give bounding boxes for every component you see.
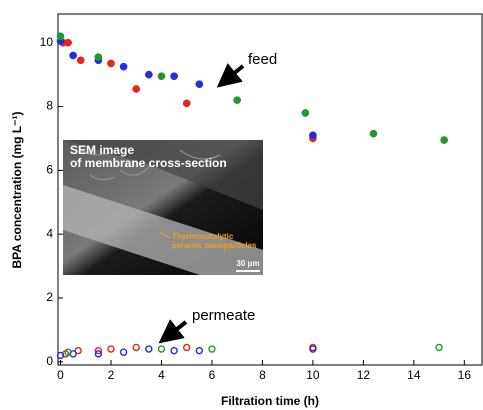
inset-image — [63, 140, 263, 275]
y-tick-label: 0 — [46, 354, 53, 368]
point — [157, 72, 166, 81]
point — [183, 343, 191, 352]
point — [195, 346, 204, 355]
point — [369, 129, 378, 138]
x-tick-label: 2 — [108, 368, 115, 382]
point — [74, 346, 82, 355]
point — [64, 38, 72, 47]
x-tick-label: 8 — [259, 368, 266, 382]
point — [76, 56, 85, 65]
inset-title: SEM image — [70, 143, 134, 157]
inset-label: Thermocatalytic — [172, 232, 234, 241]
y-tick-label: 4 — [46, 226, 53, 240]
point — [145, 345, 153, 353]
point — [132, 85, 141, 93]
inset-label: ceramic nanoparticles — [172, 241, 257, 250]
point — [56, 351, 65, 360]
x-tick-label: 4 — [158, 368, 165, 382]
point — [119, 62, 128, 71]
point — [435, 343, 443, 352]
y-tick-label: 8 — [46, 99, 53, 113]
point — [145, 70, 153, 79]
point — [119, 348, 128, 356]
x-tick-label: 14 — [407, 368, 421, 382]
point — [182, 99, 191, 108]
y-tick-label: 6 — [46, 163, 53, 177]
x-tick-label: 12 — [357, 368, 371, 382]
point — [170, 72, 178, 81]
y-tick-label: 2 — [46, 290, 53, 304]
x-tick-label: 10 — [306, 368, 320, 382]
x-tick-label: 0 — [57, 368, 64, 382]
point — [107, 59, 115, 68]
point — [170, 346, 178, 355]
arrow — [216, 63, 245, 88]
point — [208, 345, 216, 353]
point — [309, 131, 317, 140]
arrow — [158, 319, 188, 344]
point — [56, 32, 65, 41]
point — [195, 80, 204, 89]
point — [440, 136, 448, 144]
point — [309, 345, 317, 353]
inset-pointer — [159, 231, 171, 239]
y-axis-label: BPA concentration (mg L⁻¹) — [10, 112, 24, 269]
point — [157, 345, 166, 353]
point — [94, 346, 103, 355]
inset-title: of membrane cross-section — [70, 156, 227, 170]
point — [132, 343, 140, 352]
point — [107, 345, 115, 353]
x-tick-label: 6 — [209, 368, 216, 382]
point — [233, 96, 242, 105]
point — [301, 109, 310, 117]
point — [69, 51, 77, 60]
scale-bar-label: 30 μm — [236, 259, 259, 268]
point — [64, 348, 72, 356]
annotation: permeate — [192, 307, 255, 324]
point — [94, 53, 103, 61]
annotation: feed — [248, 51, 277, 68]
x-tick-label: 16 — [458, 368, 472, 382]
x-axis-label: Filtration time (h) — [221, 394, 319, 408]
point — [94, 350, 103, 358]
y-tick-label: 10 — [40, 35, 54, 49]
plot-frame — [57, 13, 483, 366]
